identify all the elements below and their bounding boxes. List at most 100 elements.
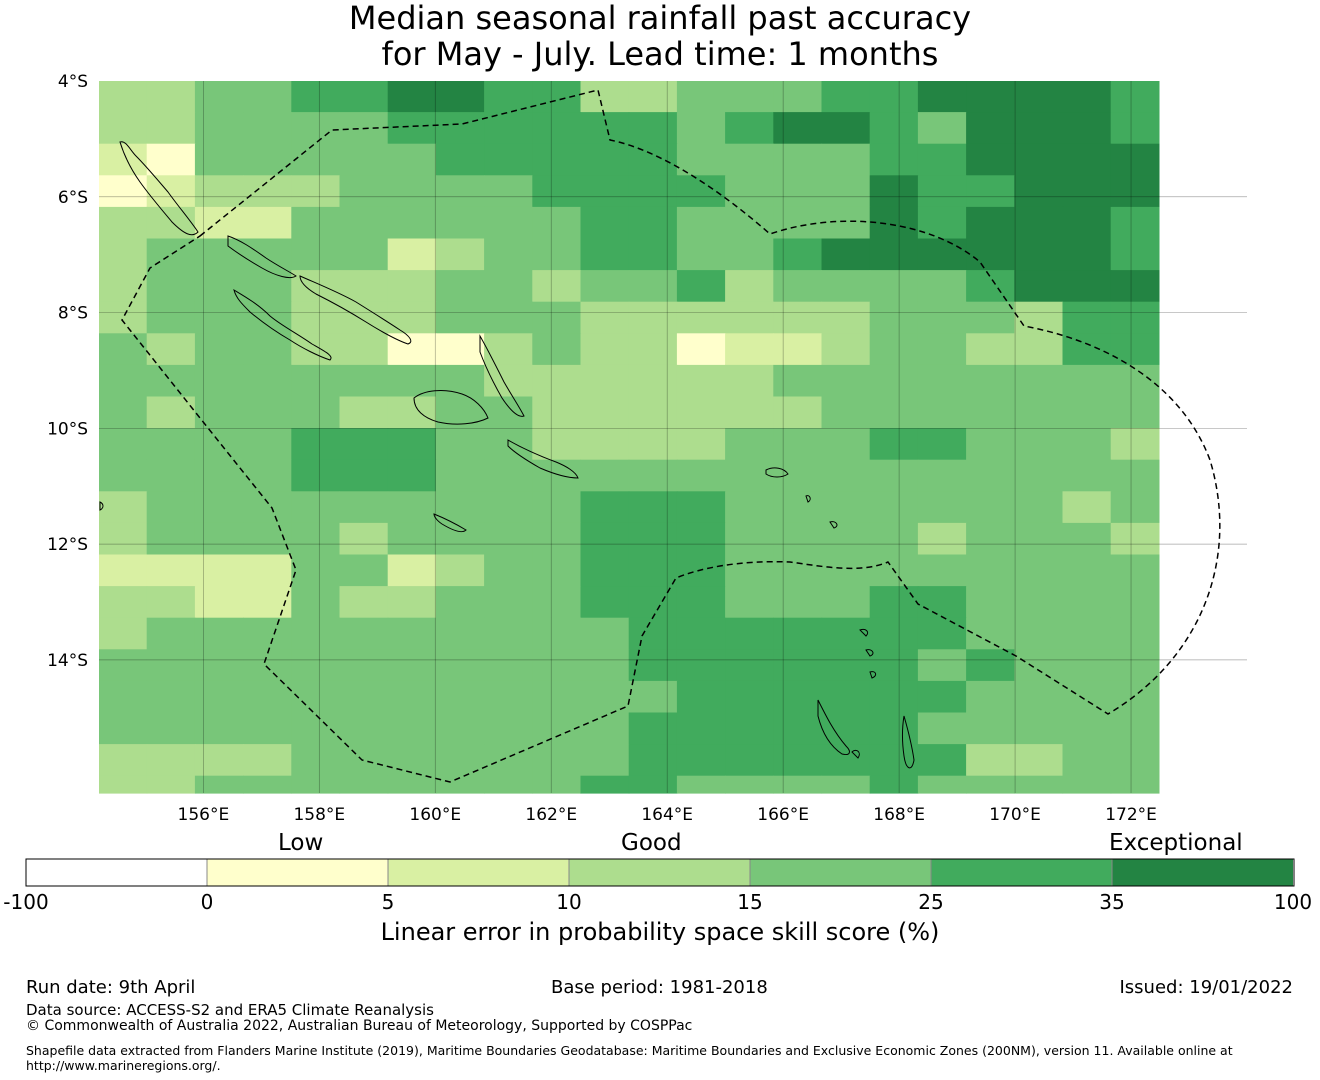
latitude-label: 4°S [58, 72, 88, 92]
grid-cell [725, 270, 774, 303]
grid-cell [628, 364, 678, 398]
grid-cell [146, 270, 196, 303]
grid-cell [387, 744, 437, 777]
grid-cell [99, 428, 148, 461]
grid-cell [580, 112, 630, 145]
grid-cell [532, 143, 582, 176]
grid-cell [773, 491, 823, 524]
grid-cell [194, 301, 244, 334]
grid-cell [869, 522, 919, 556]
grid-cell [146, 112, 196, 145]
grid-cell [676, 238, 726, 271]
new-georgia-islands [233, 288, 332, 361]
grid-cell [387, 143, 437, 176]
grid-cell [291, 238, 341, 271]
grid-cell [917, 459, 967, 492]
grid-cell [291, 491, 341, 524]
grid-cell [339, 459, 389, 492]
grid-cell [99, 206, 148, 240]
grid-cell [339, 428, 389, 461]
grid-cell [291, 81, 341, 113]
grid-cell [725, 301, 774, 334]
grid-cell [194, 744, 244, 777]
grid-cell [1110, 680, 1160, 714]
grid-cell [99, 649, 148, 682]
grid-cell [773, 81, 823, 113]
grid-cell [725, 206, 774, 240]
colorbar-label-exceptional: Exceptional [1109, 830, 1243, 856]
grid-cell [821, 744, 871, 777]
grid-cell [580, 522, 630, 556]
grid-cell [628, 81, 678, 113]
grid-cell [484, 396, 533, 429]
grid-cell [869, 775, 919, 794]
longitude-label: 170°E [989, 805, 1041, 825]
grid-cell [580, 206, 630, 240]
grid-cell [725, 554, 774, 587]
grid-cell [339, 649, 389, 682]
colorbar-tick-5: 5 [381, 890, 395, 914]
grid-cell [917, 364, 967, 398]
grid-cell [339, 364, 389, 398]
grid-cell [869, 238, 919, 271]
grid-cell [773, 617, 823, 650]
grid-cell [821, 270, 871, 303]
rennell-island [433, 513, 467, 533]
grid-cell [821, 112, 871, 145]
grid-cell [580, 712, 630, 745]
grid-cell [966, 617, 1015, 650]
grid-cell [194, 491, 244, 524]
grid-cell [532, 649, 582, 682]
grid-cell [773, 775, 823, 794]
grid-cell [387, 238, 437, 271]
grid-cell [725, 586, 774, 619]
grid-cell [628, 491, 678, 524]
grid-cell [99, 744, 148, 777]
colorbar-tick-0: 0 [200, 890, 214, 914]
grid-cell [821, 680, 871, 714]
grid-cell [869, 712, 919, 745]
grid-cell [435, 586, 485, 619]
grid-cell [1062, 81, 1112, 113]
grid-cell [99, 554, 148, 587]
grid-cell [194, 428, 244, 461]
grid-cell [291, 775, 341, 794]
grid-cell [676, 649, 726, 682]
grid-cell [194, 459, 244, 492]
grid-cell [387, 206, 437, 240]
base-period: Base period: 1981-2018 [551, 977, 768, 998]
grid-cell [435, 143, 485, 176]
grid-cell [291, 680, 341, 714]
grid-cell [966, 428, 1015, 461]
grid-cell [966, 206, 1015, 240]
grid-cell [773, 270, 823, 303]
grid-cell [484, 649, 533, 682]
grid-cell [1062, 364, 1112, 398]
grid-cell [99, 712, 148, 745]
grid-cell [1062, 143, 1112, 176]
grid-cell [532, 744, 582, 777]
grid-cell [1014, 554, 1064, 587]
grid-cell [339, 143, 389, 176]
grid-cell [1110, 459, 1160, 492]
grid-cell [339, 238, 389, 271]
grid-cell [821, 554, 871, 587]
santa-cruz-islands [765, 467, 789, 478]
grid-cell [725, 143, 774, 176]
grid-cell [484, 617, 533, 650]
grid-cell [966, 81, 1015, 113]
longitude-label: 160°E [409, 805, 461, 825]
grid-cell [484, 744, 533, 777]
grid-cell [628, 522, 678, 556]
grid-cell [869, 586, 919, 619]
grid-cell [435, 428, 485, 461]
grid-cell [435, 649, 485, 682]
grid-cell [1110, 554, 1160, 587]
grid-cell [580, 649, 630, 682]
grid-cell [725, 680, 774, 714]
grid-cell [773, 744, 823, 777]
grid-cell [1014, 680, 1064, 714]
grid-cell [532, 81, 582, 113]
grid-cell [869, 491, 919, 524]
grid-cell [484, 238, 533, 271]
